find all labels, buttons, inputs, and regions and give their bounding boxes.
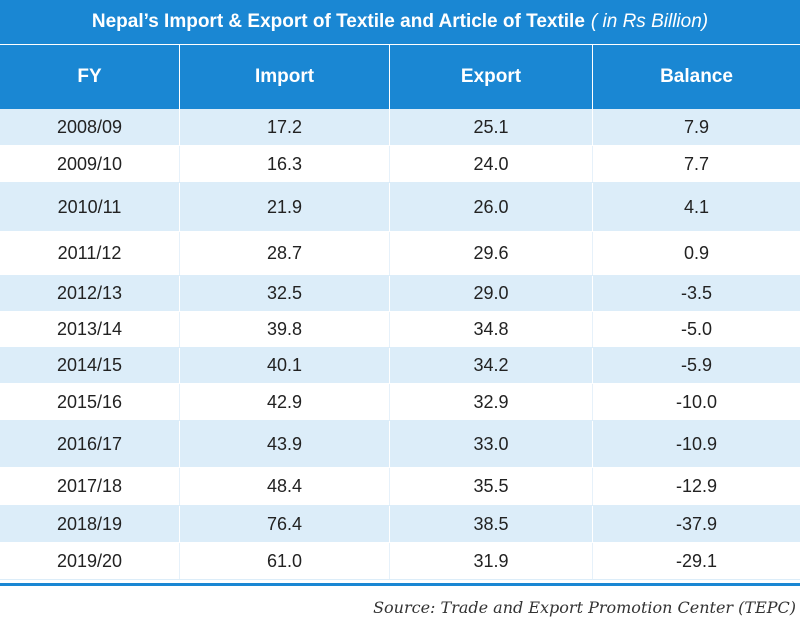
table-cell-export: 31.9 <box>390 543 593 579</box>
table-cell-balance: 4.1 <box>683 196 710 217</box>
column-header-export: Export <box>390 45 593 109</box>
table-cell-export: 29.6 <box>390 232 593 275</box>
table-cell-export: 38.5 <box>390 506 593 542</box>
table-cell-balance: -5.0 <box>680 319 713 339</box>
table-cell-balance: -37.9 <box>675 513 718 534</box>
table-row: 2013/14 39.8 34.8 -5.0 <box>0 312 800 348</box>
table-row: 2011/12 28.7 29.6 0.9 <box>0 232 800 276</box>
table-cell-import: 21.9 <box>180 183 390 231</box>
table-title-bar: Nepal’s Import & Export of Textile and A… <box>0 0 800 45</box>
table-cell-import: 48.4 <box>180 468 390 505</box>
table-bottom-rule <box>0 583 800 586</box>
table-cell-import: 76.4 <box>180 506 390 542</box>
table-row: 2012/13 32.5 29.0 -3.5 <box>0 276 800 312</box>
table-cell-export: 34.8 <box>390 312 593 347</box>
table-row: 2018/19 76.4 38.5 -37.9 <box>0 506 800 543</box>
table-cell-balance: -3.5 <box>680 283 713 303</box>
table-row: 2017/18 48.4 35.5 -12.9 <box>0 468 800 506</box>
table-cell-balance: -10.9 <box>675 433 718 454</box>
table-cell-import: 43.9 <box>180 421 390 467</box>
column-header-import: Import <box>180 45 390 109</box>
table-cell-fy: 2015/16 <box>0 384 180 420</box>
table-cell-export: 35.5 <box>390 468 593 505</box>
table-cell-fy: 2019/20 <box>0 543 180 579</box>
table-cell-export: 29.0 <box>390 276 593 311</box>
table-cell-balance: -12.9 <box>675 476 718 496</box>
table-cell-import: 42.9 <box>180 384 390 420</box>
table-cell-balance: 7.9 <box>683 116 710 137</box>
column-header-balance: Balance <box>660 66 733 87</box>
table-body: 2008/09 17.2 25.1 7.9 2009/10 16.3 24.0 7.7 2010… <box>0 109 800 580</box>
table-cell-fy: 2014/15 <box>0 348 180 383</box>
table-cell-import: 16.3 <box>180 146 390 182</box>
table-cell-import: 61.0 <box>180 543 390 579</box>
table-cell-import: 40.1 <box>180 348 390 383</box>
table-row: 2014/15 40.1 34.2 -5.9 <box>0 348 800 384</box>
table-cell-fy: 2013/14 <box>0 312 180 347</box>
table-cell-import: 28.7 <box>180 232 390 275</box>
table-row: 2015/16 42.9 32.9 -10.0 <box>0 384 800 421</box>
table-row: 2019/20 61.0 31.9 -29.1 <box>0 543 800 580</box>
table-cell-export: 24.0 <box>390 146 593 182</box>
table-row: 2008/09 17.2 25.1 7.9 <box>0 109 800 146</box>
table-unit: ( in Rs Billion) <box>590 11 709 32</box>
table-cell-fy: 2018/19 <box>0 506 180 542</box>
table-cell-balance: -5.9 <box>680 355 713 375</box>
table-cell-export: 26.0 <box>390 183 593 231</box>
table-cell-balance: 0.9 <box>683 243 710 263</box>
table-row: 2010/11 21.9 26.0 4.1 <box>0 183 800 232</box>
table-row: 2009/10 16.3 24.0 7.7 <box>0 146 800 183</box>
table-cell-fy: 2011/12 <box>0 232 180 275</box>
table-header-row: FY Import Export Balance <box>0 45 800 109</box>
table-cell-fy: 2008/09 <box>0 109 180 145</box>
table-cell-export: 34.2 <box>390 348 593 383</box>
source-note: Source: Trade and Export Promotion Cente… <box>373 598 796 617</box>
table-cell-fy: 2010/11 <box>0 183 180 231</box>
table-cell-export: 33.0 <box>390 421 593 467</box>
table-cell-export: 32.9 <box>390 384 593 420</box>
table-cell-fy: 2012/13 <box>0 276 180 311</box>
table-cell-balance: -10.0 <box>675 391 718 412</box>
table-cell-balance: -29.1 <box>675 550 718 571</box>
table-cell-fy: 2016/17 <box>0 421 180 467</box>
table-cell-fy: 2009/10 <box>0 146 180 182</box>
table-title: Nepal’s Import & Export of Textile and A… <box>91 11 585 32</box>
table-cell-import: 17.2 <box>180 109 390 145</box>
table-cell-import: 39.8 <box>180 312 390 347</box>
table-cell-balance: 7.7 <box>683 153 710 174</box>
table-cell-import: 32.5 <box>180 276 390 311</box>
table-cell-fy: 2017/18 <box>0 468 180 505</box>
table-cell-export: 25.1 <box>390 109 593 145</box>
table-row: 2016/17 43.9 33.0 -10.9 <box>0 421 800 468</box>
column-header-fy: FY <box>0 45 180 109</box>
